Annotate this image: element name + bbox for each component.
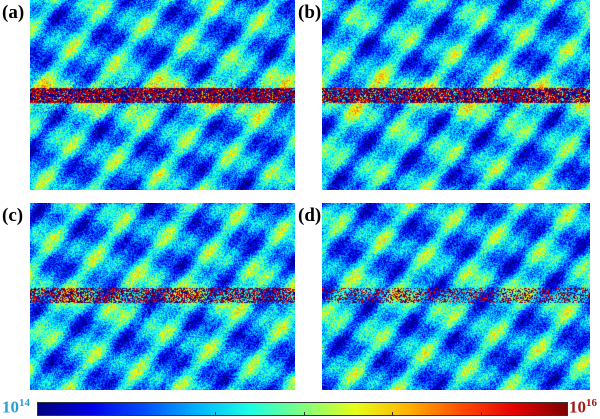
heatmap-a <box>30 0 295 190</box>
panel-b <box>322 0 590 190</box>
colorbar-tick <box>215 412 216 415</box>
heatmap-d <box>322 203 590 390</box>
colorbar-tick <box>126 412 128 415</box>
panel-a <box>30 0 295 190</box>
heatmap-b <box>322 0 590 190</box>
panel-label-a: (a) <box>2 2 25 23</box>
panel-label-b: (b) <box>298 2 322 23</box>
colorbar-tick <box>392 412 393 415</box>
colorbar-tick <box>303 412 305 415</box>
panel-label-c: (c) <box>2 205 24 226</box>
panel-label-d: (d) <box>298 205 322 226</box>
colorbar <box>37 402 568 416</box>
colorbar-tick <box>480 412 482 415</box>
heatmap-c <box>30 203 295 390</box>
colorbar-min-label: 1014 <box>2 397 30 417</box>
panel-c <box>30 203 295 390</box>
panel-d <box>322 203 590 390</box>
colorbar-max-label: 1016 <box>569 397 597 417</box>
